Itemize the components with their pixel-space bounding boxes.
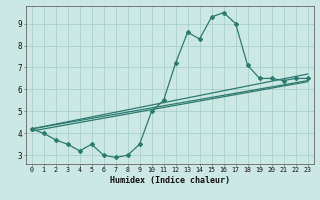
X-axis label: Humidex (Indice chaleur): Humidex (Indice chaleur)	[109, 176, 230, 185]
